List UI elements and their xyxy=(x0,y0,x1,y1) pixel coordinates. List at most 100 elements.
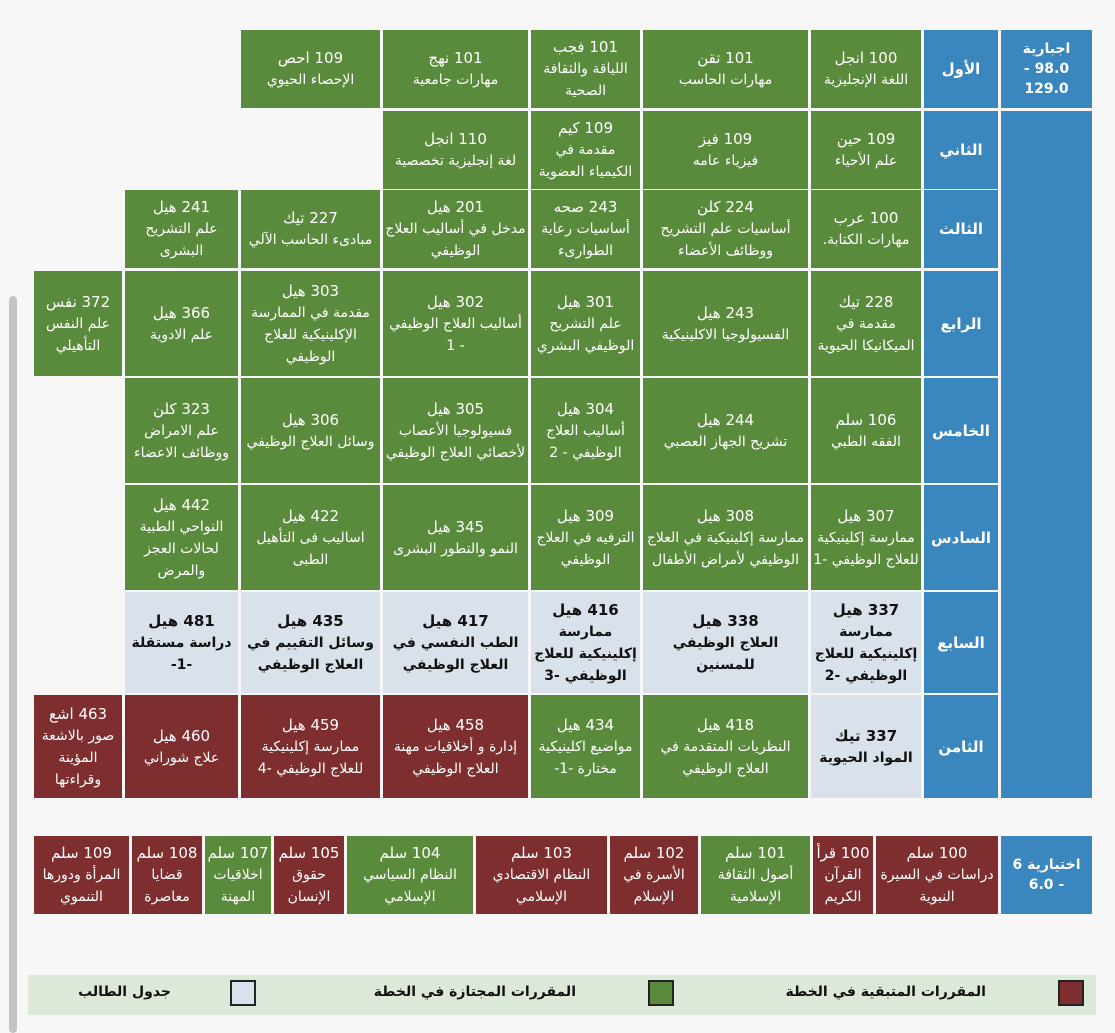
course-cell[interactable]: 302 هيل أساليب العلاج الوظيفي - 1 xyxy=(383,271,528,376)
course-cell[interactable]: 243 صحه أساسيات رعاية الطوارىء xyxy=(531,190,640,268)
course-name: علم الأحياء xyxy=(834,153,898,169)
course-cell[interactable]: 109 احص الإحصاء الحيوي xyxy=(241,30,380,108)
course-cell[interactable]: 435 هيل وسائل التقييم في العلاج الوظيفي xyxy=(241,592,380,693)
course-code: 110 انجل xyxy=(424,130,487,148)
course-cell[interactable]: 304 هيل أساليب العلاج الوظيفي - 2 xyxy=(531,378,640,483)
course-cell[interactable]: 110 انجل لغة إنجليزية تخصصية xyxy=(383,111,528,189)
course-cell[interactable]: 307 هيل ممارسة إكلينيكية للعلاج الوظيفي -… xyxy=(811,485,921,590)
course-code: 101 تقن xyxy=(697,49,754,67)
course-cell[interactable]: 100 عرب مهارات الكتابة. xyxy=(811,190,921,268)
course-name: اللياقة والثقافة الصحية xyxy=(543,61,628,99)
course-code: 104 سلم xyxy=(379,844,441,862)
course-cell[interactable]: 366 هيل علم الادوية xyxy=(125,271,238,376)
course-cell[interactable]: 338 هيل العلاج الوظيفي للمسنين xyxy=(643,592,808,693)
elective-course-cell[interactable]: 104 سلم النظام السياسي الإسلامي xyxy=(347,836,473,914)
course-cell[interactable]: 323 كلن علم الامراض ووظائف الاعضاء xyxy=(125,378,238,483)
course-cell[interactable]: 442 هيل النواحي الطبية لحالات العجز والمر… xyxy=(125,485,238,590)
course-cell[interactable]: 345 هيل النمو والتطور البشرى xyxy=(383,485,528,590)
course-cell[interactable]: 106 سلم الفقه الطبي xyxy=(811,378,921,483)
course-cell[interactable]: 460 هيل علاج شوراني xyxy=(125,695,238,798)
scrollbar[interactable] xyxy=(9,296,17,1033)
elective-course-cell[interactable]: 102 سلم الأسرة في الإسلام xyxy=(610,836,698,914)
course-cell[interactable]: 241 هيل علم التشريح البشرى xyxy=(125,190,238,268)
course-code: 100 قرأ xyxy=(816,844,870,862)
course-name: حقوق الإنسان xyxy=(287,867,331,905)
course-cell[interactable]: 305 هيل فسيولوجيا الأعصاب لأخصائي العلاج … xyxy=(383,378,528,483)
course-cell[interactable]: 308 هيل ممارسة إكلينيكية في العلاج الوظيف… xyxy=(643,485,808,590)
course-cell[interactable]: 417 هيل الطب النفسي في العلاج الوظيفي xyxy=(383,592,528,693)
elective-course-cell[interactable]: 105 سلم حقوق الإنسان xyxy=(274,836,344,914)
course-cell[interactable]: 337 هيل ممارسة إكلينيكية للعلاج الوظيفي -… xyxy=(811,592,921,693)
course-code: 309 هيل xyxy=(556,506,615,525)
course-cell[interactable]: 101 تقن مهارات الحاسب xyxy=(643,30,808,108)
course-code: 308 هيل xyxy=(696,506,755,525)
level-header: الثامن xyxy=(924,695,998,798)
elective-course-cell[interactable]: 101 سلم أصول الثقافة الإسلامية xyxy=(701,836,810,914)
course-cell[interactable]: 306 هيل وسائل العلاج الوظيفي xyxy=(241,378,380,483)
course-code: 345 هيل xyxy=(426,517,485,536)
course-name: علاج شوراني xyxy=(143,749,220,766)
course-code: 481 هيل xyxy=(148,611,215,630)
course-code: 228 تيك xyxy=(838,292,894,311)
course-cell[interactable]: 463 اشع صور بالاشعة المؤينة وقراءتها xyxy=(34,695,122,798)
course-name: ممارسة إكلينيكية في العلاج الوظيفي لأمرا… xyxy=(646,529,805,568)
course-cell[interactable]: 418 هيل النظريات المتقدمة في العلاج الوظي… xyxy=(643,695,808,798)
course-cell[interactable]: 303 هيل مقدمة في الممارسة الإكلينيكية للع… xyxy=(241,271,380,376)
course-cell[interactable]: 434 هيل مواضيع اكلينيكية مختارة -1- xyxy=(531,695,640,798)
level-header: السادس xyxy=(924,485,998,590)
course-cell[interactable]: 416 هيل ممارسة إكلينيكية للعلاج الوظيفي -… xyxy=(531,592,640,693)
elective-category-label: اختيارية 6 xyxy=(1012,857,1081,873)
elective-course-cell[interactable]: 109 سلم المرأة ودورها التنموي xyxy=(34,836,129,914)
course-cell[interactable]: 337 تيك المواد الحيوية xyxy=(811,695,921,798)
level-label: الثامن xyxy=(938,737,984,756)
course-cell[interactable]: 201 هيل مدخل في أساليب العلاج الوظيفي xyxy=(383,190,528,268)
elective-course-cell[interactable]: 100 سلم دراسات في السيرة النبوية xyxy=(876,836,998,914)
course-name: دراسة مستقلة -1- xyxy=(131,634,232,673)
elective-course-cell[interactable]: 103 سلم النظام الاقتصادي الإسلامي xyxy=(476,836,607,914)
level-label: الثالث xyxy=(938,220,984,238)
course-cell[interactable]: 100 انجل اللغة الإنجليزية xyxy=(811,30,921,108)
course-cell[interactable]: 109 حين علم الأحياء xyxy=(811,111,921,189)
course-cell[interactable]: 422 هيل اساليب فى التأهيل الطبى xyxy=(241,485,380,590)
course-code: 101 سلم xyxy=(725,844,786,862)
course-cell[interactable]: 244 هيل تشريح الجهاز العصبي xyxy=(643,378,808,483)
course-cell[interactable]: 372 نفس علم النفس التأهيلي xyxy=(34,271,122,376)
course-cell[interactable]: 224 كلن أساسيات علم التشريح ووظائف الأعضا… xyxy=(643,190,808,268)
course-cell[interactable]: 309 هيل الترفيه في العلاج الوظيفي xyxy=(531,485,640,590)
course-cell[interactable]: 301 هيل علم التشريح الوظيفي البشري xyxy=(531,271,640,376)
course-cell[interactable]: 459 هيل ممارسة إكلينيكية للعلاج الوظيفي -… xyxy=(241,695,380,798)
course-name: اساليب فى التأهيل الطبى xyxy=(256,529,365,568)
level-header: الثاني xyxy=(924,111,998,189)
level-header: الرابع xyxy=(924,271,998,376)
course-name: وسائل التقييم في العلاج الوظيفي xyxy=(247,634,374,673)
course-code: 101 فجب xyxy=(553,38,618,56)
course-name: مهارات الكتابة. xyxy=(822,232,910,248)
course-cell[interactable]: 101 فجب اللياقة والثقافة الصحية xyxy=(531,30,640,108)
course-name: أساسيات علم التشريح ووظائف الأعضاء xyxy=(660,221,791,259)
course-cell[interactable]: 109 فيز فيزياء عامه xyxy=(643,111,808,189)
level-label: الثاني xyxy=(939,141,983,159)
elective-course-cell[interactable]: 100 قرأ القرآن الكريم xyxy=(813,836,873,914)
course-name: مقدمة في الممارسة الإكلينيكية للعلاج الو… xyxy=(251,304,370,365)
course-code: 109 حين xyxy=(836,130,896,148)
course-name: ممارسة إكلينيكية للعلاج الوظيفي -2 xyxy=(814,623,918,684)
course-cell[interactable]: 228 تيك مقدمة في الميكانيكا الحيوية xyxy=(811,271,921,376)
elective-course-cell[interactable]: 107 سلم اخلاقيات المهنة xyxy=(205,836,271,914)
course-cell[interactable]: 109 كيم مقدمة في الكيمياء العضوية xyxy=(531,111,640,189)
course-cell[interactable]: 243 هيل الفسيولوجيا الاكلينيكية xyxy=(643,271,808,376)
course-name: الفسيولوجيا الاكلينيكية xyxy=(661,326,790,343)
course-name: أساسيات رعاية الطوارىء xyxy=(541,221,630,259)
elective-course-cell[interactable]: 108 سلم قضايا معاصرة xyxy=(132,836,202,914)
course-cell[interactable]: 101 نهج مهارات جامعية xyxy=(383,30,528,108)
course-code: 417 هيل xyxy=(422,611,489,630)
course-code: 459 هيل xyxy=(281,715,340,734)
course-name: النمو والتطور البشرى xyxy=(393,540,518,557)
elective-category-cell: اختيارية 6 - 6.0 xyxy=(1001,836,1092,914)
level-label: السابع xyxy=(937,633,985,652)
course-cell[interactable]: 227 تيك مبادىء الحاسب الآلي xyxy=(241,190,380,268)
course-code: 304 هيل xyxy=(556,399,615,418)
course-name: الأسرة في الإسلام xyxy=(623,867,685,905)
course-cell[interactable]: 458 هيل إدارة و أخلاقيات مهنة العلاج الوظ… xyxy=(383,695,528,798)
course-code: 307 هيل xyxy=(837,506,895,525)
course-cell[interactable]: 481 هيل دراسة مستقلة -1- xyxy=(125,592,238,693)
